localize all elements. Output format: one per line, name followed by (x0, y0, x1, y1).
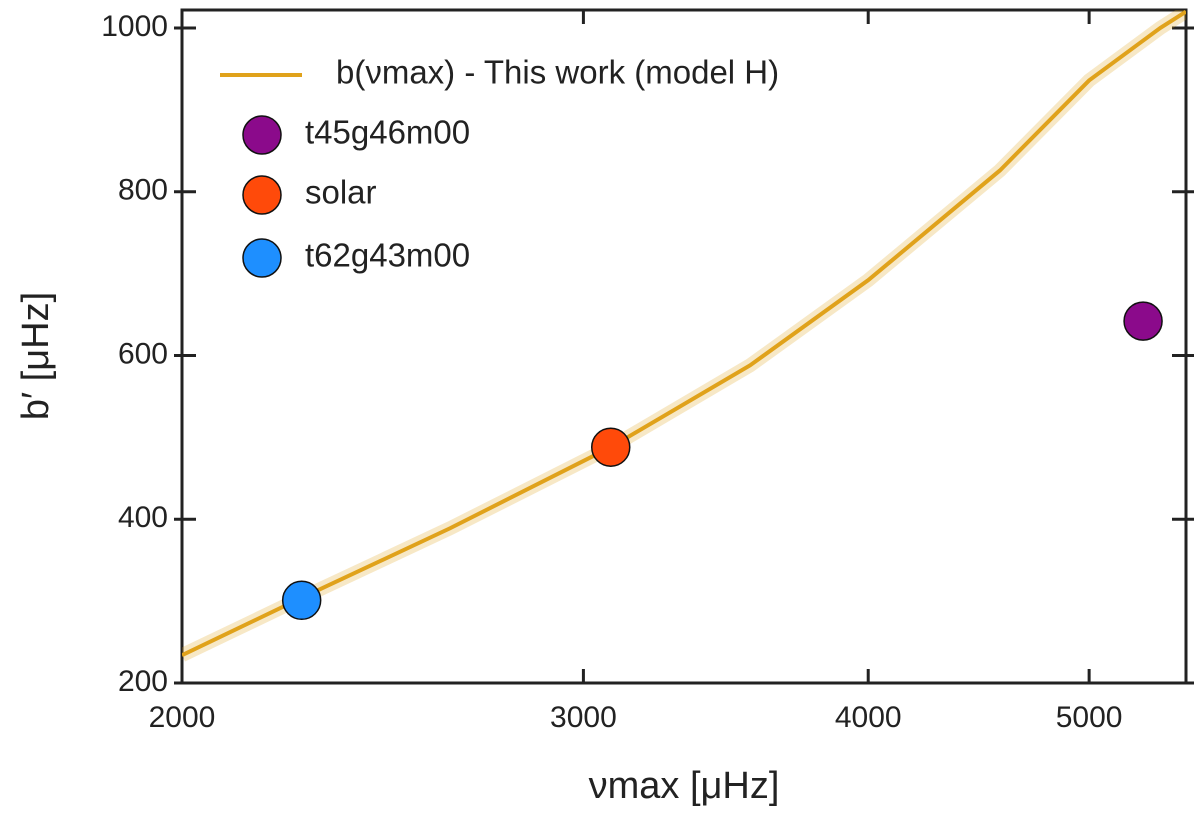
model-line (182, 10, 1186, 657)
point (1123, 301, 1163, 341)
model-band (182, 10, 1186, 662)
x-axis-label: νmax [μHz] (589, 765, 780, 807)
y-tick-label: 400 (118, 501, 168, 534)
y-tick-label: 1000 (101, 10, 168, 43)
legend-label: b(νmax) - This work (model H) (336, 54, 779, 91)
legend-label: solar (305, 174, 377, 211)
plot-frame (180, 8, 1188, 685)
legend-marker (242, 175, 282, 215)
point (281, 580, 322, 621)
legend-label: t62g43m00 (305, 237, 470, 274)
y-tick-label: 200 (118, 665, 168, 698)
legend-marker (242, 115, 282, 155)
x-tick-label: 3000 (550, 701, 617, 734)
legend-label: t45g46m00 (305, 114, 470, 151)
legend-marker (242, 238, 282, 278)
x-tick-label: 4000 (835, 701, 902, 734)
point (590, 427, 631, 467)
y-axis-label: b′ [μHz] (15, 292, 57, 420)
y-tick-label: 800 (118, 174, 168, 207)
x-tick-label: 2000 (149, 701, 216, 734)
y-tick-label: 600 (118, 337, 168, 370)
x-tick-label: 5000 (1056, 701, 1123, 734)
